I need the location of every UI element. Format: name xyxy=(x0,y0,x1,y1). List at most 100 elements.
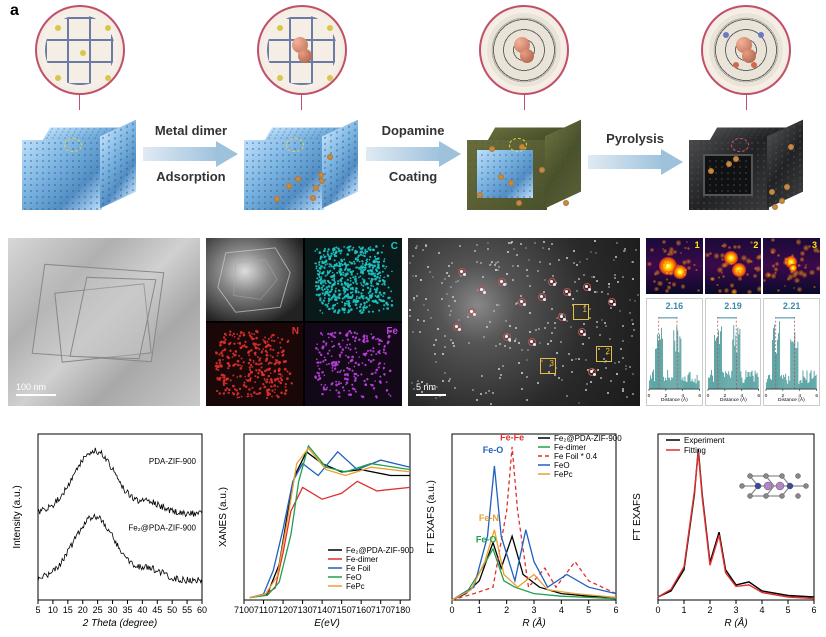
svg-text:2: 2 xyxy=(504,605,509,615)
svg-text:7170: 7170 xyxy=(371,605,391,615)
svg-text:3: 3 xyxy=(531,605,536,615)
scalebar-d: 5 nm xyxy=(416,382,446,396)
svg-text:1: 1 xyxy=(477,605,482,615)
svg-text:7180: 7180 xyxy=(390,605,410,615)
cube xyxy=(689,118,804,213)
e-zoom-3: 3 xyxy=(763,238,820,294)
svg-text:Distance (Å): Distance (Å) xyxy=(720,396,747,403)
svg-text:0: 0 xyxy=(765,393,768,399)
svg-text:0: 0 xyxy=(655,605,660,615)
svg-text:60: 60 xyxy=(197,605,207,615)
svg-text:FePc: FePc xyxy=(346,582,365,591)
panel-h-exafs: 0123456R (Å)FT EXAFS (a.u.)Fe-OFe-FeFe-N… xyxy=(422,420,622,630)
svg-text:Fe Foil: Fe Foil xyxy=(346,564,371,573)
svg-text:Fitting: Fitting xyxy=(684,446,706,455)
svg-text:5: 5 xyxy=(785,605,790,615)
svg-text:Distance (Å): Distance (Å) xyxy=(661,396,688,403)
svg-text:7110: 7110 xyxy=(254,605,273,615)
cube xyxy=(244,118,359,213)
svg-text:7150: 7150 xyxy=(332,605,352,615)
svg-text:4: 4 xyxy=(759,605,764,615)
svg-text:Fe-dimer: Fe-dimer xyxy=(346,555,378,564)
e-histogram: 2.160246Distance (Å) xyxy=(646,298,703,406)
svg-text:55: 55 xyxy=(182,605,192,615)
svg-text:R (Å): R (Å) xyxy=(724,616,747,629)
svg-text:7140: 7140 xyxy=(312,605,332,615)
svg-text:1: 1 xyxy=(681,605,686,615)
panel-i-fit: 0 1 2 3 4 5 6 R (Å) FT EXAFS ExperimentFitting xyxy=(628,420,820,630)
panel-e: 123 2.160246Distance (Å)2.190246Distance… xyxy=(646,238,820,406)
scalebar-b: 100 nm xyxy=(16,382,56,396)
svg-text:30: 30 xyxy=(108,605,118,615)
svg-text:40: 40 xyxy=(137,605,147,615)
panel-b-tem: 100 nm xyxy=(8,238,200,406)
svg-text:Fe-O: Fe-O xyxy=(476,535,497,545)
svg-text:FeO: FeO xyxy=(554,461,570,470)
scheme-arrow: DopamineCoating xyxy=(364,123,462,184)
svg-text:25: 25 xyxy=(93,605,103,615)
magnifier-circle xyxy=(35,5,125,95)
svg-text:R (Å): R (Å) xyxy=(522,616,545,629)
svg-text:15: 15 xyxy=(63,605,73,615)
svg-text:Fe-Fe: Fe-Fe xyxy=(500,432,524,442)
e-histogram: 2.210246Distance (Å) xyxy=(763,298,820,406)
svg-text:35: 35 xyxy=(122,605,132,615)
svg-text:7130: 7130 xyxy=(293,605,313,615)
eds-map-n: N xyxy=(206,323,303,406)
cube xyxy=(467,118,582,213)
svg-text:50: 50 xyxy=(167,605,177,615)
svg-text:4: 4 xyxy=(559,605,564,615)
svg-text:7160: 7160 xyxy=(351,605,371,615)
scheme-arrow: Metal dimerAdsorption xyxy=(142,123,240,184)
svg-text:PDA-ZIF-900: PDA-ZIF-900 xyxy=(149,457,197,466)
scheme-stage-2 xyxy=(462,5,586,213)
scheme-stage-0 xyxy=(18,5,142,213)
svg-text:5: 5 xyxy=(35,605,40,615)
svg-text:0: 0 xyxy=(706,393,709,399)
svg-text:FeO: FeO xyxy=(346,573,362,582)
svg-text:6: 6 xyxy=(757,393,760,399)
svg-text:6: 6 xyxy=(811,605,816,615)
svg-text:2: 2 xyxy=(707,605,712,615)
svg-text:Intensity (a.u.): Intensity (a.u.) xyxy=(12,485,23,548)
svg-text:FT EXAFS (a.u.): FT EXAFS (a.u.) xyxy=(426,480,437,554)
svg-text:Fe₂@PDA-ZIF-900: Fe₂@PDA-ZIF-900 xyxy=(346,546,414,555)
panel-a-scheme: Metal dimerAdsorption DopamineCoating Pyro… xyxy=(18,0,808,225)
svg-text:Fe₂@PDA-ZIF-900: Fe₂@PDA-ZIF-900 xyxy=(128,523,196,532)
svg-text:2 Theta (degree): 2 Theta (degree) xyxy=(82,618,158,629)
svg-text:E(eV): E(eV) xyxy=(314,618,340,629)
magnifier-circle xyxy=(479,5,569,95)
panel-c-eds: C N Fe xyxy=(206,238,402,406)
magnifier-circle xyxy=(701,5,791,95)
svg-text:0: 0 xyxy=(648,393,651,399)
svg-text:3: 3 xyxy=(733,605,738,615)
svg-text:Fe Foil * 0.4: Fe Foil * 0.4 xyxy=(554,452,598,461)
svg-text:XANES (a.u.): XANES (a.u.) xyxy=(218,487,229,547)
svg-text:5: 5 xyxy=(586,605,591,615)
panel-f-xrd: 510152025303540455055602 Theta (degree)I… xyxy=(8,420,208,630)
scheme-stage-1 xyxy=(240,5,364,213)
e-zoom-2: 2 xyxy=(705,238,762,294)
svg-text:Fe-N: Fe-N xyxy=(479,513,499,523)
eds-map-fe: Fe xyxy=(305,323,402,406)
scheme-stage-3 xyxy=(684,5,808,213)
svg-text:7100: 7100 xyxy=(234,605,254,615)
svg-text:Distance (Å): Distance (Å) xyxy=(778,396,805,403)
svg-text:7120: 7120 xyxy=(273,605,293,615)
svg-text:20: 20 xyxy=(78,605,88,615)
svg-text:6: 6 xyxy=(613,605,618,615)
eds-map-c: C xyxy=(305,238,402,321)
svg-text:FePc: FePc xyxy=(554,470,573,479)
e-histogram: 2.190246Distance (Å) xyxy=(705,298,762,406)
svg-text:FT EXAFS: FT EXAFS xyxy=(632,493,643,541)
svg-text:Fe-O: Fe-O xyxy=(483,445,504,455)
svg-text:Fe₂@PDA-ZIF-900: Fe₂@PDA-ZIF-900 xyxy=(554,434,622,443)
svg-text:10: 10 xyxy=(48,605,58,615)
svg-text:Experiment: Experiment xyxy=(684,436,725,445)
svg-text:Fe-dimer: Fe-dimer xyxy=(554,443,586,452)
magnifier-circle xyxy=(257,5,347,95)
figure-root: a b c d e f g h i Metal dimerAdsorptionD… xyxy=(0,0,826,637)
eds-haadf xyxy=(206,238,303,321)
panel-g-xanes: 710071107120713071407150716071707180 E(eV… xyxy=(214,420,416,630)
scheme-arrow: Pyrolysis xyxy=(586,131,684,177)
